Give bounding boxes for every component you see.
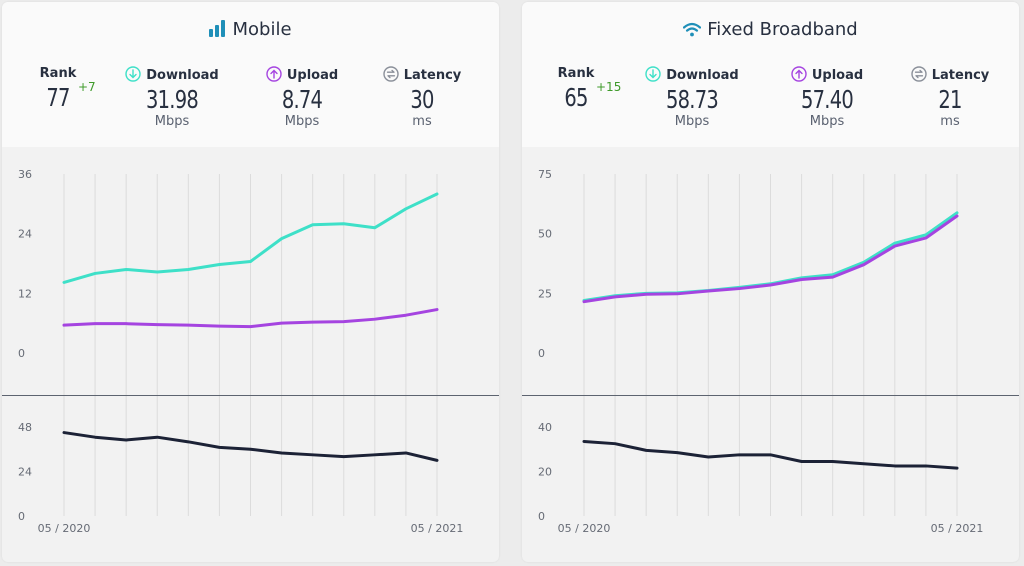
latency-value: 21 bbox=[938, 85, 962, 114]
rank-label: Rank bbox=[557, 66, 595, 81]
download-arrow-icon bbox=[125, 66, 141, 82]
y-tick-label: 0 bbox=[538, 347, 545, 360]
rank-delta: +7 bbox=[78, 80, 96, 94]
y-tick-label: 0 bbox=[18, 347, 25, 360]
upload-label: Upload bbox=[811, 68, 864, 83]
latency-unit: ms bbox=[940, 114, 960, 129]
upload-series-line bbox=[582, 214, 959, 304]
y-tick-label: 12 bbox=[18, 287, 32, 300]
upload-value: 8.74 bbox=[281, 85, 323, 114]
download-unit: Mbps bbox=[674, 114, 710, 129]
x-end-label: 05 / 2021 bbox=[411, 522, 464, 535]
fixed-broadband-charts: 0 25 50 75 0 20 40 05 / 2020 05 / 2021 bbox=[538, 168, 984, 535]
download-arrow-icon bbox=[645, 66, 661, 82]
upload-unit: Mbps bbox=[809, 114, 845, 129]
download-value: 58.73 bbox=[666, 85, 719, 114]
rank-value: 65 bbox=[564, 83, 588, 112]
upload-label: Upload bbox=[286, 68, 339, 83]
chart-divider bbox=[522, 395, 1019, 396]
download-value: 31.98 bbox=[146, 85, 199, 114]
latency-stat: Latency 30 ms bbox=[372, 66, 472, 129]
wifi-icon bbox=[683, 21, 702, 42]
upload-arrow-icon bbox=[791, 66, 807, 82]
latency-unit: ms bbox=[412, 114, 432, 129]
panel-title-text: Mobile bbox=[232, 19, 292, 40]
y-tick-label: 24 bbox=[18, 466, 32, 479]
x-start-label: 05 / 2020 bbox=[558, 522, 611, 535]
y-tick-label: 0 bbox=[538, 510, 545, 523]
latency-stat: Latency 21 ms bbox=[900, 66, 1000, 129]
mobile-summary: Mobile Rank 77 +7 Download 31.98 Mbps Up… bbox=[2, 2, 499, 147]
latency-series-line bbox=[62, 431, 439, 462]
panel-title: Fixed Broadband bbox=[522, 19, 1019, 42]
latency-series-line bbox=[582, 439, 959, 470]
y-tick-label: 20 bbox=[538, 466, 552, 479]
rank-stat: Rank 65 bbox=[548, 66, 604, 113]
panel-title-text: Fixed Broadband bbox=[707, 19, 858, 40]
y-tick-label: 0 bbox=[18, 510, 25, 523]
latency-value: 30 bbox=[410, 85, 434, 114]
y-tick-label: 36 bbox=[18, 168, 32, 181]
x-start-label: 05 / 2020 bbox=[38, 522, 91, 535]
download-series-line bbox=[62, 192, 439, 284]
download-stat: Download 31.98 Mbps bbox=[117, 66, 227, 129]
y-tick-label: 48 bbox=[18, 421, 32, 434]
latency-arrows-icon bbox=[911, 66, 927, 82]
rank-delta: +15 bbox=[596, 80, 622, 94]
upload-series-line bbox=[62, 308, 439, 329]
rank-value: 77 bbox=[46, 83, 70, 112]
rank-stat: Rank 77 bbox=[30, 66, 86, 113]
upload-unit: Mbps bbox=[284, 114, 320, 129]
mobile-charts: 0 12 24 36 0 24 48 05 / 2020 05 / 2021 bbox=[18, 168, 464, 535]
y-tick-label: 75 bbox=[538, 168, 552, 181]
download-label: Download bbox=[666, 68, 739, 83]
x-end-label: 05 / 2021 bbox=[931, 522, 984, 535]
y-tick-label: 25 bbox=[538, 287, 552, 300]
y-tick-label: 24 bbox=[18, 228, 32, 241]
rank-label: Rank bbox=[39, 66, 77, 81]
panel-title: Mobile bbox=[2, 19, 499, 42]
upload-arrow-icon bbox=[266, 66, 282, 82]
latency-label: Latency bbox=[931, 68, 990, 83]
y-tick-label: 40 bbox=[538, 421, 552, 434]
y-tick-label: 50 bbox=[538, 228, 552, 241]
fixed-summary: Fixed Broadband Rank 65 +15 Download 58.… bbox=[522, 2, 1019, 147]
upload-stat: Upload 57.40 Mbps bbox=[777, 66, 877, 129]
latency-arrows-icon bbox=[383, 66, 399, 82]
mobile-panel: Mobile Rank 77 +7 Download 31.98 Mbps Up… bbox=[2, 2, 499, 562]
upload-stat: Upload 8.74 Mbps bbox=[252, 66, 352, 129]
latency-label: Latency bbox=[403, 68, 462, 83]
chart-divider bbox=[2, 395, 499, 396]
download-label: Download bbox=[146, 68, 219, 83]
upload-value: 57.40 bbox=[801, 85, 854, 114]
download-stat: Download 58.73 Mbps bbox=[637, 66, 747, 129]
download-unit: Mbps bbox=[154, 114, 190, 129]
fixed-broadband-panel: Fixed Broadband Rank 65 +15 Download 58.… bbox=[522, 2, 1019, 562]
signal-bars-icon bbox=[209, 20, 226, 42]
